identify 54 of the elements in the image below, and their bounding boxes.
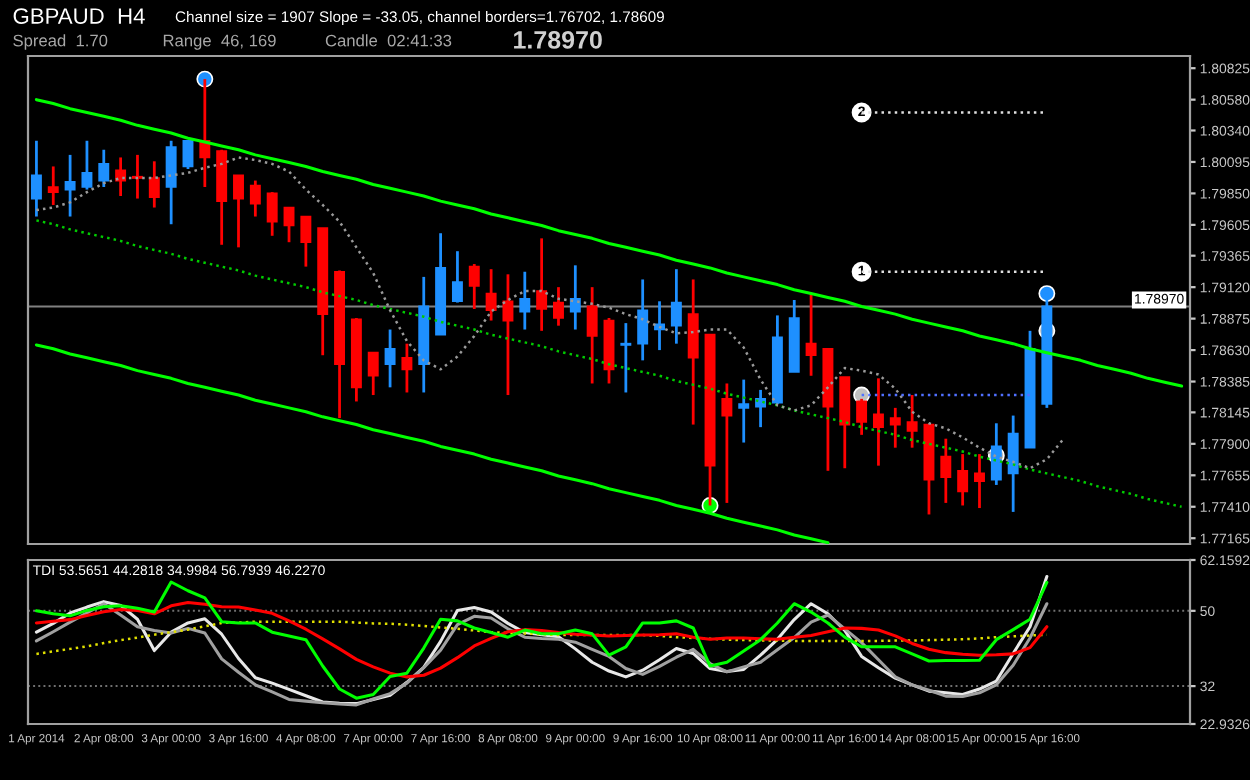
candlestick (839, 375, 851, 470)
candlestick (974, 452, 985, 510)
line-series (34, 343, 830, 544)
candlestick (81, 139, 93, 191)
candlestick (451, 249, 463, 304)
candlestick (721, 382, 733, 505)
candlestick (670, 267, 682, 346)
candlestick (182, 139, 194, 171)
candlestick (165, 139, 177, 226)
text: Spread 1.70 (13, 34, 108, 50)
candlestick (502, 272, 514, 397)
line-series (35, 620, 1049, 656)
candlestick (249, 179, 261, 218)
candlestick (620, 321, 632, 394)
candlestick (131, 153, 143, 200)
chart-title: GBPAUD H4 (13, 8, 145, 24)
candlestick (266, 190, 278, 238)
candlestick (115, 156, 127, 198)
candlestick (64, 153, 76, 218)
candlestick (148, 159, 160, 209)
candlestick (468, 262, 480, 311)
candlestick (990, 421, 1002, 487)
candlestick (569, 263, 581, 331)
candlestick (30, 139, 42, 218)
line-series (35, 219, 1183, 509)
candlestick (98, 148, 110, 189)
candlestick (553, 285, 564, 328)
candlestick (300, 215, 312, 268)
candlestick (586, 285, 598, 385)
candlestick (401, 342, 413, 394)
candlestick (233, 174, 244, 249)
candlestick (872, 376, 884, 468)
line-series (34, 98, 1184, 388)
candlestick (485, 267, 497, 322)
candlestick (687, 278, 699, 426)
candlestick (519, 270, 531, 331)
line-series (34, 600, 1049, 679)
candlestick (367, 351, 379, 397)
candlestick (805, 292, 817, 378)
candlestick (940, 437, 952, 505)
text: Candle 02:41:33 (325, 34, 452, 47)
candlestick (738, 378, 750, 444)
candlestick (906, 393, 918, 450)
candlestick (889, 406, 901, 450)
candlestick (637, 278, 649, 362)
candlestick (957, 452, 969, 507)
line-series (34, 602, 1049, 707)
text: Range 46, 169 (163, 34, 276, 50)
candlestick (283, 206, 295, 244)
candlestick (1007, 414, 1019, 514)
candlestick (384, 328, 396, 389)
candlestick (536, 236, 548, 333)
candlestick (47, 165, 59, 207)
text: 1.78970 (514, 31, 602, 49)
